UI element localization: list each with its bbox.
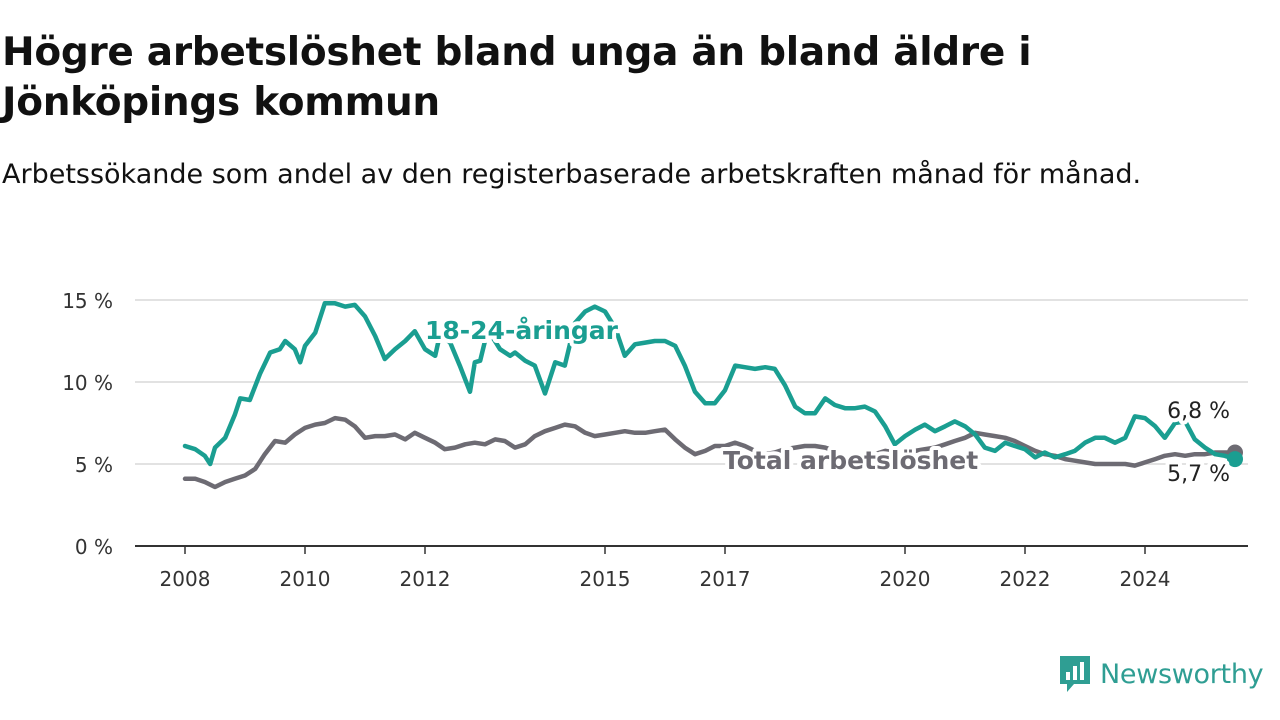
series-label-youth: 18-24-åringar — [425, 316, 619, 345]
series-label-total: Total arbetslöshet — [723, 446, 978, 475]
series-line-youth — [182, 301, 1238, 467]
y-tick-label: 5 % — [75, 453, 113, 477]
x-tick-label: 2012 — [400, 567, 451, 591]
brand-logo: Newsworthy — [1058, 654, 1264, 694]
y-axis: 0 % 5 % 10 % 15 % — [62, 289, 113, 559]
x-tick-label: 2017 — [700, 567, 751, 591]
end-value-youth: 6,8 % — [1167, 399, 1230, 424]
y-tick-label: 10 % — [62, 371, 113, 395]
x-tick-label: 2022 — [1000, 567, 1051, 591]
series-label-youth-halo: 18-24-åringar — [425, 316, 619, 345]
end-value-total-halo: 5,7 % — [1167, 462, 1230, 487]
series-label-total-halo: Total arbetslöshet — [723, 446, 978, 475]
x-tick-label: 2024 — [1120, 567, 1171, 591]
chart-subtitle: Arbetssökande som andel av den registerb… — [2, 159, 1142, 190]
x-tick-label: 2010 — [280, 567, 331, 591]
newsworthy-logo-icon — [1060, 656, 1090, 692]
chart-title: Högre arbetslöshet bland unga än bland ä… — [2, 30, 1032, 125]
y-tick-label: 0 % — [75, 535, 113, 559]
series-lines — [182, 301, 1243, 490]
brand-name: Newsworthy — [1100, 658, 1264, 690]
y-tick-label: 15 % — [62, 289, 113, 313]
series-end-point — [1227, 451, 1243, 468]
x-axis: 2008 2010 2012 2015 2017 2020 2022 2024 — [135, 545, 1248, 591]
end-value-youth-halo: 6,8 % — [1167, 399, 1230, 424]
x-tick-label: 2015 — [580, 567, 631, 591]
series-line-total — [182, 415, 1238, 490]
x-tick-label: 2008 — [160, 567, 211, 591]
end-value-total: 5,7 % — [1167, 462, 1230, 487]
x-tick-label: 2020 — [880, 567, 931, 591]
